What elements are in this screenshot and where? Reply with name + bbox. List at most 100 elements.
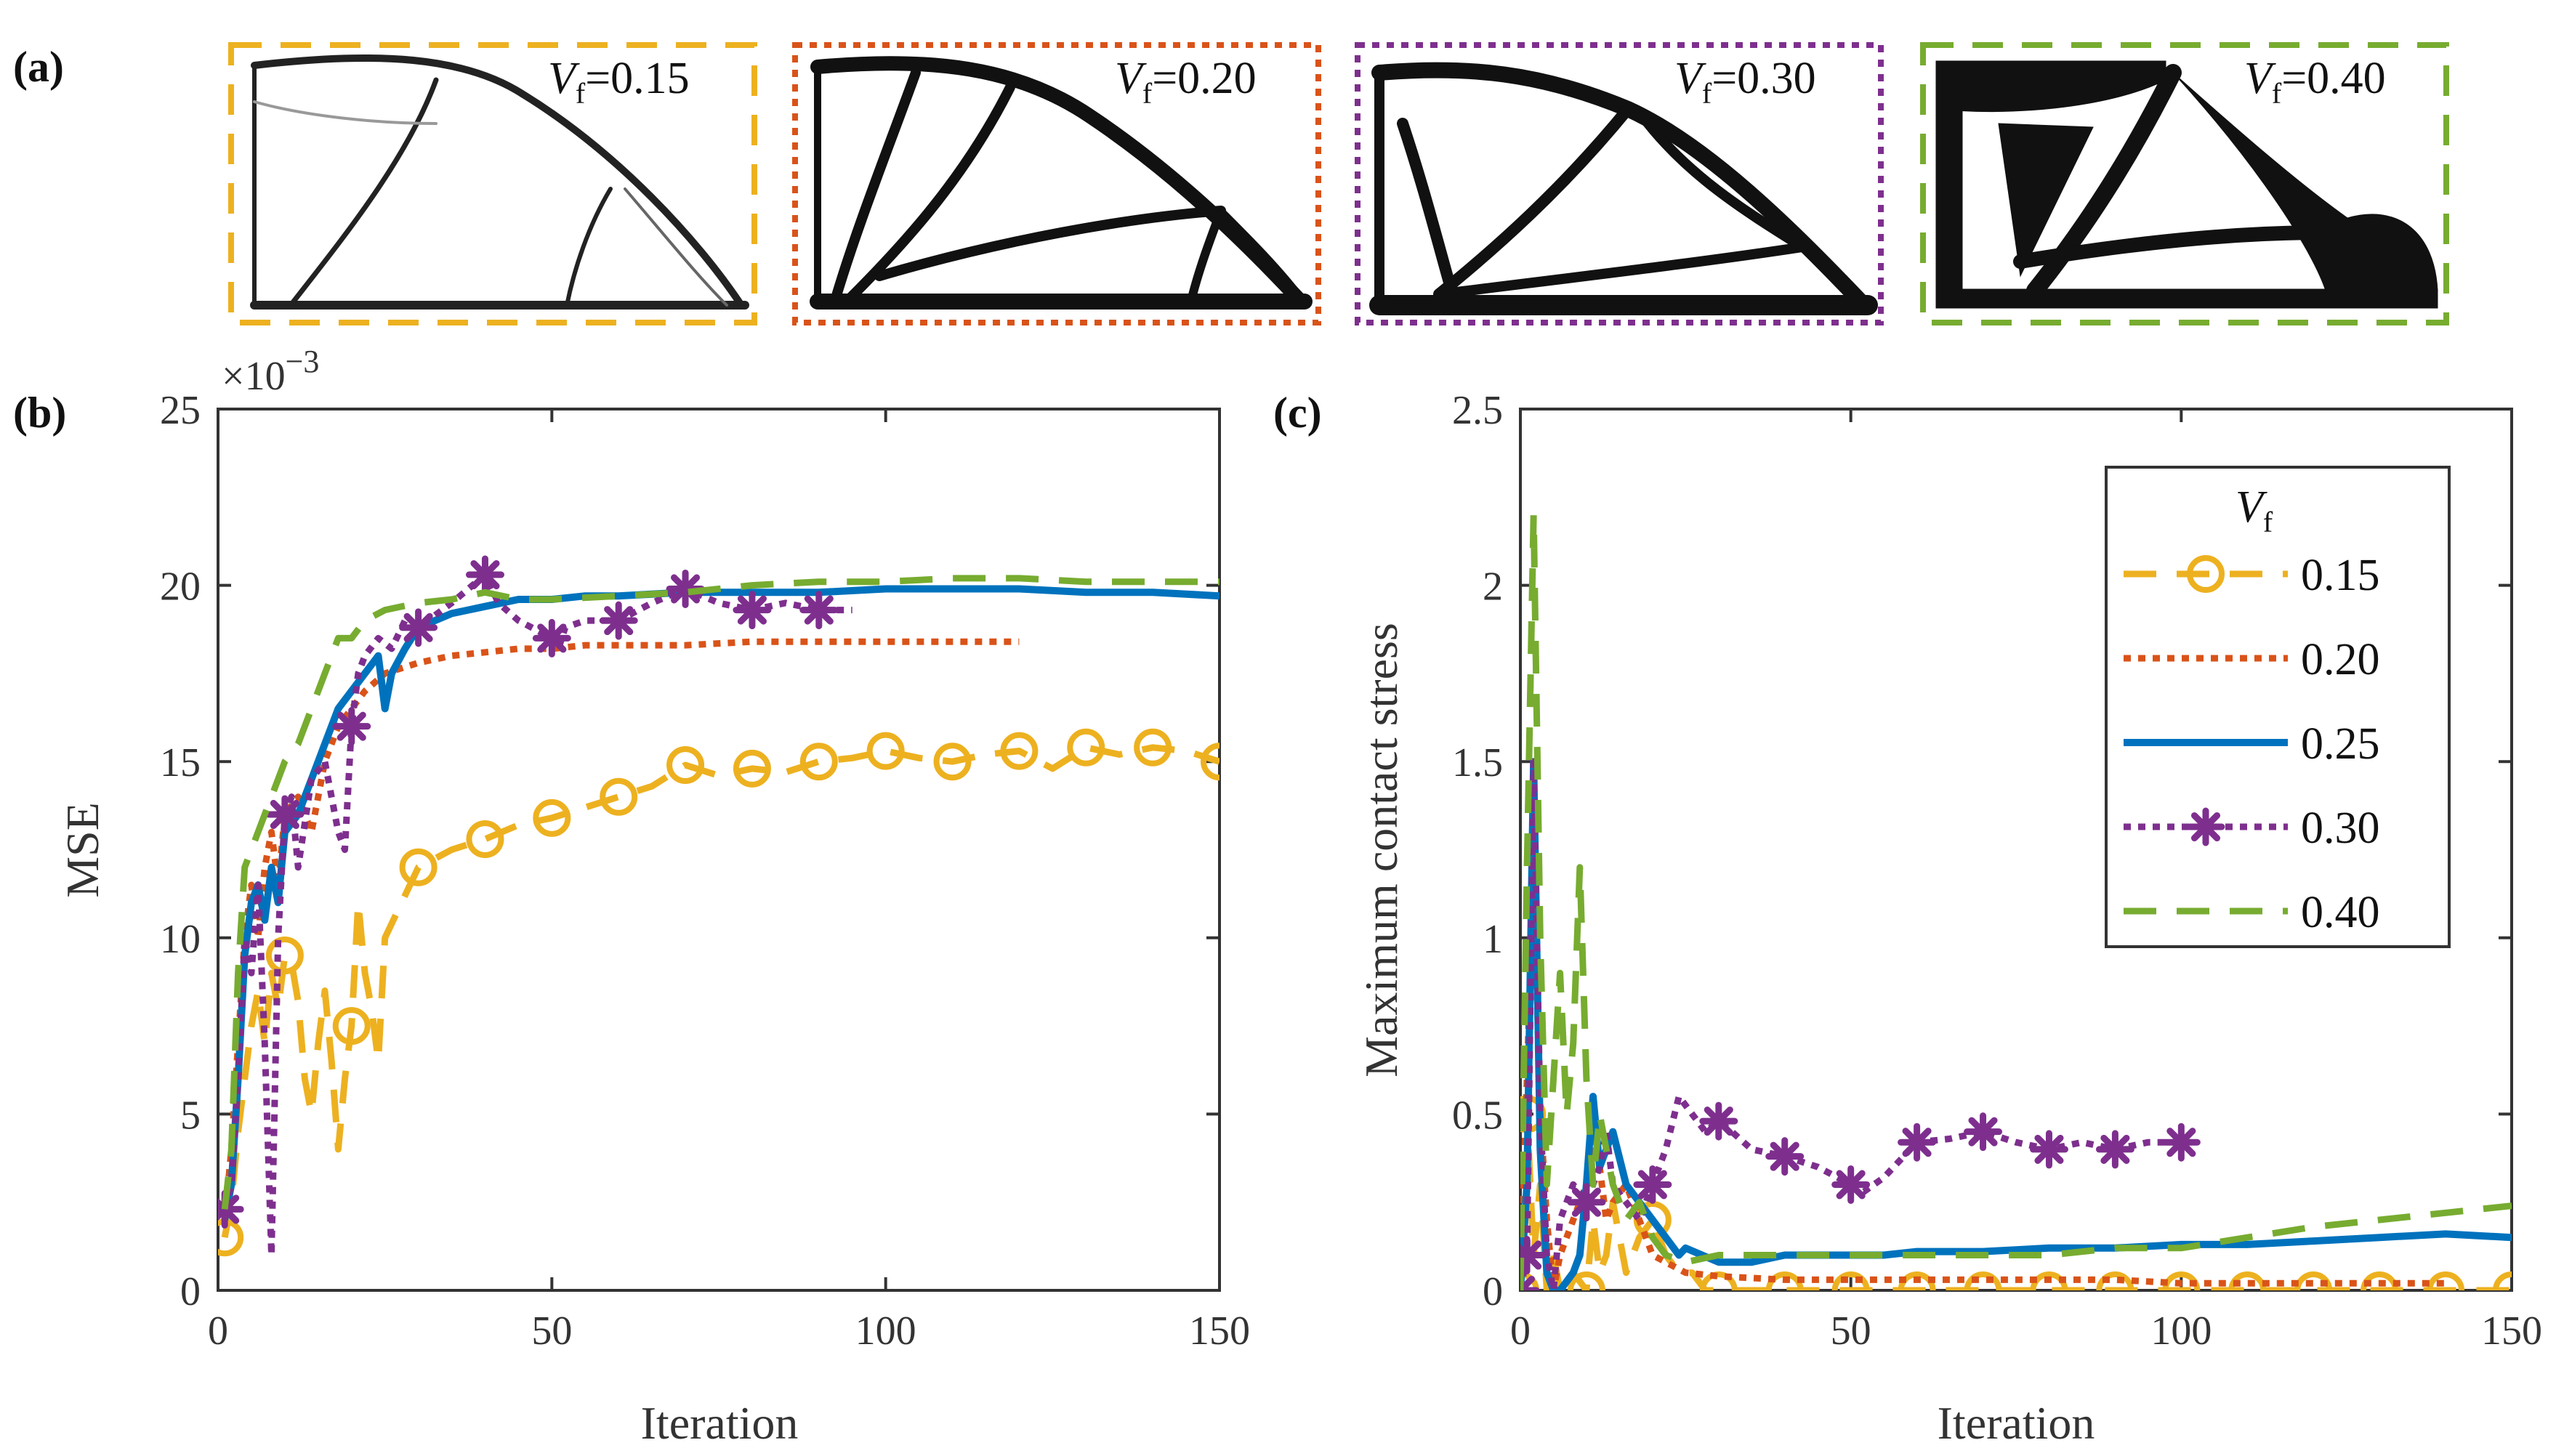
- panel-a-label: (a): [13, 43, 64, 91]
- chart-c-series-015-marker: [1765, 1271, 1804, 1290]
- chart-c-series-015-marker: [1699, 1271, 1738, 1290]
- topology-image-040: Vf=0.40: [1920, 42, 2449, 325]
- panel-b-label: (b): [13, 389, 66, 437]
- chart-c-series-015-marker: [1964, 1271, 2002, 1290]
- legend-box: [2105, 466, 2451, 948]
- chart-b-series-030-marker: [465, 555, 504, 594]
- chart-b-series-030-line: [221, 571, 852, 1258]
- legend-entries: 0.15 0.20 0.25 0.30 0.40: [2124, 551, 2380, 937]
- chart-b-series-015-marker: [399, 848, 438, 886]
- legend-entry-015: 0.15: [2124, 551, 2380, 600]
- topology-image-020: Vf=0.20: [792, 42, 1321, 325]
- chart-b-series-015-marker: [600, 777, 638, 816]
- chart-b-series-015-marker: [933, 743, 972, 781]
- chart-b-series-040-line: [221, 575, 1219, 1210]
- chart-c-series-030: [1520, 758, 2201, 1290]
- chart-c-series-030-marker: [1520, 1235, 1547, 1274]
- chart-c-series-030-marker: [1964, 1112, 2003, 1152]
- topology-image-030: Vf=0.30: [1355, 42, 1884, 325]
- chart-b-series-015-marker: [332, 1007, 371, 1046]
- chart-c-ytick-label: 0: [1483, 1269, 1503, 1314]
- legend-marker: [2187, 555, 2225, 593]
- chart-b-series-015-marker: [1201, 743, 1219, 781]
- chart-b-xlabel: Iteration: [641, 1397, 799, 1449]
- chart-c-series-030-line: [1520, 758, 2182, 1290]
- chart-c-series-030-marker: [1699, 1101, 1738, 1141]
- vf-label-015: Vf=0.15: [548, 54, 690, 110]
- structure-040: [1935, 60, 2438, 309]
- chart-b-xtick-label: 0: [208, 1309, 228, 1354]
- chart-b-ytick-label: 25: [160, 388, 201, 433]
- chart-b-series-030-marker: [599, 601, 638, 640]
- chart-b-series-015-marker: [533, 798, 571, 837]
- chart-b-series-015-marker: [466, 820, 504, 858]
- legend-label: 0.20: [2301, 635, 2380, 684]
- chart-b-series-015-marker: [733, 749, 771, 788]
- chart-b-plot-area: [217, 408, 1221, 1292]
- chart-c-series-015-marker: [1898, 1271, 1936, 1290]
- chart-c-ylabel: Maximum contact stress: [1355, 623, 1407, 1077]
- chart-b-series-030-marker: [799, 591, 839, 630]
- chart-c-series-030-marker: [1765, 1137, 1805, 1176]
- legend-entry-020: 0.20: [2124, 635, 2380, 684]
- chart-c-legend: Vf 0.15 0.20 0.25 0.30 0.40: [2105, 466, 2451, 948]
- panel-c-label: (c): [1273, 389, 1322, 437]
- structure-020: [810, 56, 1313, 310]
- chart-b-series-015-marker: [1000, 732, 1039, 770]
- chart-c-series-015-marker: [2228, 1271, 2267, 1290]
- chart-b-ytick-label: 10: [160, 917, 201, 962]
- chart-c-ytick-label: 1: [1483, 917, 1503, 962]
- chart-c-ytick-label: 2.5: [1452, 388, 1503, 433]
- chart-c-ytick-label: 0.5: [1452, 1093, 1503, 1138]
- chart-b-xtick-label: 100: [855, 1309, 916, 1354]
- chart-c-series-015-marker: [1831, 1271, 1870, 1290]
- chart-b-ytick-label: 15: [160, 740, 201, 785]
- legend-marker: [2186, 807, 2225, 846]
- image-frame-030: [1355, 42, 1884, 325]
- chart-c-xlabel: Iteration: [1938, 1397, 2095, 1449]
- image-frame-020: [792, 42, 1321, 325]
- chart-b-xtick-label: 50: [531, 1309, 572, 1354]
- chart-b-ytick-label: 0: [180, 1269, 201, 1314]
- chart-b-series-025: [221, 585, 1219, 1221]
- chart-c-series-030-marker: [2095, 1130, 2134, 1169]
- structure-030: [1369, 62, 1878, 315]
- legend-entry-030: 0.30: [2124, 804, 2380, 853]
- chart-b-series-030-marker: [265, 795, 305, 834]
- legend-label: 0.40: [2301, 888, 2380, 937]
- chart-b-series-030: [218, 555, 852, 1258]
- legend-label: 0.15: [2301, 551, 2380, 600]
- chart-c-series-015-marker: [2493, 1271, 2512, 1290]
- chart-c-series-030-marker: [2029, 1130, 2068, 1169]
- chart-c-series-015-marker: [2162, 1271, 2201, 1290]
- structure-015: [250, 54, 749, 310]
- vf-label-040: Vf=0.40: [2244, 54, 2386, 110]
- chart-b-series-030-marker: [733, 591, 772, 630]
- legend-label: 0.30: [2301, 804, 2380, 853]
- chart-b-xtick-label: 150: [1189, 1309, 1250, 1354]
- chart-b-series-015-marker: [265, 937, 304, 975]
- chart-b-series-015-marker: [1134, 728, 1172, 767]
- chart-b-ytick-label: 5: [180, 1093, 201, 1138]
- chart-c-series-015-marker: [2030, 1271, 2068, 1290]
- chart-c: 0 50 100 150 0 0.5 1 1.5 2 2.5 Iteration Maximum …: [1355, 388, 2542, 1449]
- chart-c-xtick-label: 0: [1510, 1309, 1531, 1354]
- chart-c-xtick-label: 50: [1831, 1309, 1871, 1354]
- chart-c-series-015-marker: [2361, 1271, 2399, 1290]
- chart-c-series-015-marker: [2427, 1271, 2465, 1290]
- legend-label: 0.25: [2301, 719, 2380, 769]
- chart-c-series-030-marker: [1633, 1165, 1672, 1204]
- chart-b-series-group: [218, 555, 1219, 1258]
- legend-title: Vf: [2236, 482, 2273, 538]
- legend-entry-040: 0.40: [2124, 888, 2380, 937]
- image-bg-015: [247, 61, 749, 308]
- chart-b-series-030-marker: [332, 707, 371, 746]
- chart-b-series-040: [221, 575, 1219, 1210]
- chart-c-series-015-marker: [1567, 1271, 1605, 1290]
- chart-c-series-040: [1520, 511, 2512, 1290]
- chart-b-ticks: 0 50 100 150 0 5 10 15 20 25: [160, 388, 1250, 1354]
- chart-c-series-040-line: [1520, 511, 2512, 1290]
- chart-c-series-015-marker: [2294, 1271, 2333, 1290]
- image-frame-040: [1920, 42, 2449, 325]
